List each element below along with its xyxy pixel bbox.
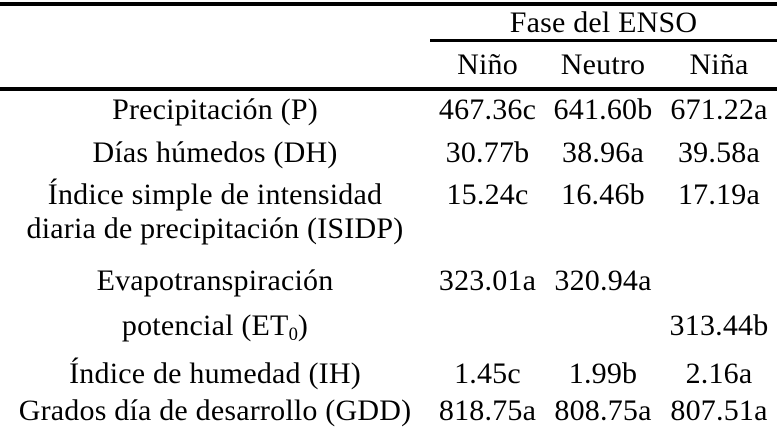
top-rule (0, 2, 777, 6)
cell-nina: 671.22a (670, 93, 768, 126)
cell-neutro: 16.46b (561, 178, 645, 211)
row-label-line2: potencial (ET0) (0, 309, 430, 352)
row-label: Grados día de desarrollo (GDD) (18, 394, 412, 428)
cell-nino: 818.75a (438, 394, 537, 428)
group-header-label: Fase del ENSO (509, 6, 698, 39)
cell-neutro: 641.60b (553, 93, 653, 126)
cell-nina: 17.19a (677, 178, 760, 211)
column-header-row: Niño Neutro Niña (0, 42, 777, 87)
cell-nino: 323.01a (438, 264, 537, 297)
cell-nina: 807.51a (670, 394, 768, 428)
group-header-row: Fase del ENSO (0, 6, 777, 42)
cell-nino: 30.77b (445, 136, 530, 169)
table-row-evapotranspiracion: Evapotranspiración potencial (ET0) 323.0… (0, 264, 777, 352)
row-label: Días húmedos (DH) (92, 136, 338, 169)
cell-nina: 2.16a (685, 357, 753, 391)
label-text: potencial (ET (121, 309, 289, 342)
col-header-nino: Niño (457, 47, 518, 81)
empty-line (661, 264, 777, 298)
cell-nino: 467.36c (438, 93, 537, 126)
row-label: Precipitación (P) (112, 93, 318, 126)
row-label: Evapotranspiración potencial (ET0) (0, 264, 430, 352)
cell-nino: 1.45c (454, 357, 521, 391)
row-label: Índice de humedad (IH) (69, 357, 361, 391)
label-text: ) (297, 309, 309, 342)
row-label: Índice simple de intensidad diaria de pr… (26, 178, 404, 245)
header-rule (0, 87, 777, 91)
cell-neutro: 1.99b (568, 357, 638, 391)
bottom-spacer (0, 428, 777, 444)
cell-nina: 39.58a (677, 136, 760, 169)
cell-neutro: 320.94a (554, 264, 652, 297)
cell-nino: 15.24c (446, 178, 529, 211)
table-row-indice-humedad: Índice de humedad (IH) 1.45c 1.99b 2.16a (0, 357, 777, 391)
table-row-gdd: Grados día de desarrollo (GDD) 818.75a 8… (0, 394, 777, 428)
col-header-neutro: Neutro (560, 47, 646, 81)
group-header-cell: Fase del ENSO (430, 6, 777, 42)
table-row-precipitacion: Precipitación (P) 467.36c 641.60b 671.22… (0, 93, 777, 127)
header-stub-cell (0, 6, 430, 42)
cell-nina: 313.44b (661, 264, 777, 343)
cell-neutro: 808.75a (554, 394, 652, 428)
subscript-zero: 0 (288, 324, 298, 346)
table-row-isidp: Índice simple de intensidad diaria de pr… (0, 178, 777, 246)
cell-neutro: 38.96a (561, 136, 644, 169)
col-header-nina: Niña (689, 47, 749, 81)
table-row-dias-humedos: Días húmedos (DH) 30.77b 38.96a 39.58a (0, 136, 777, 170)
